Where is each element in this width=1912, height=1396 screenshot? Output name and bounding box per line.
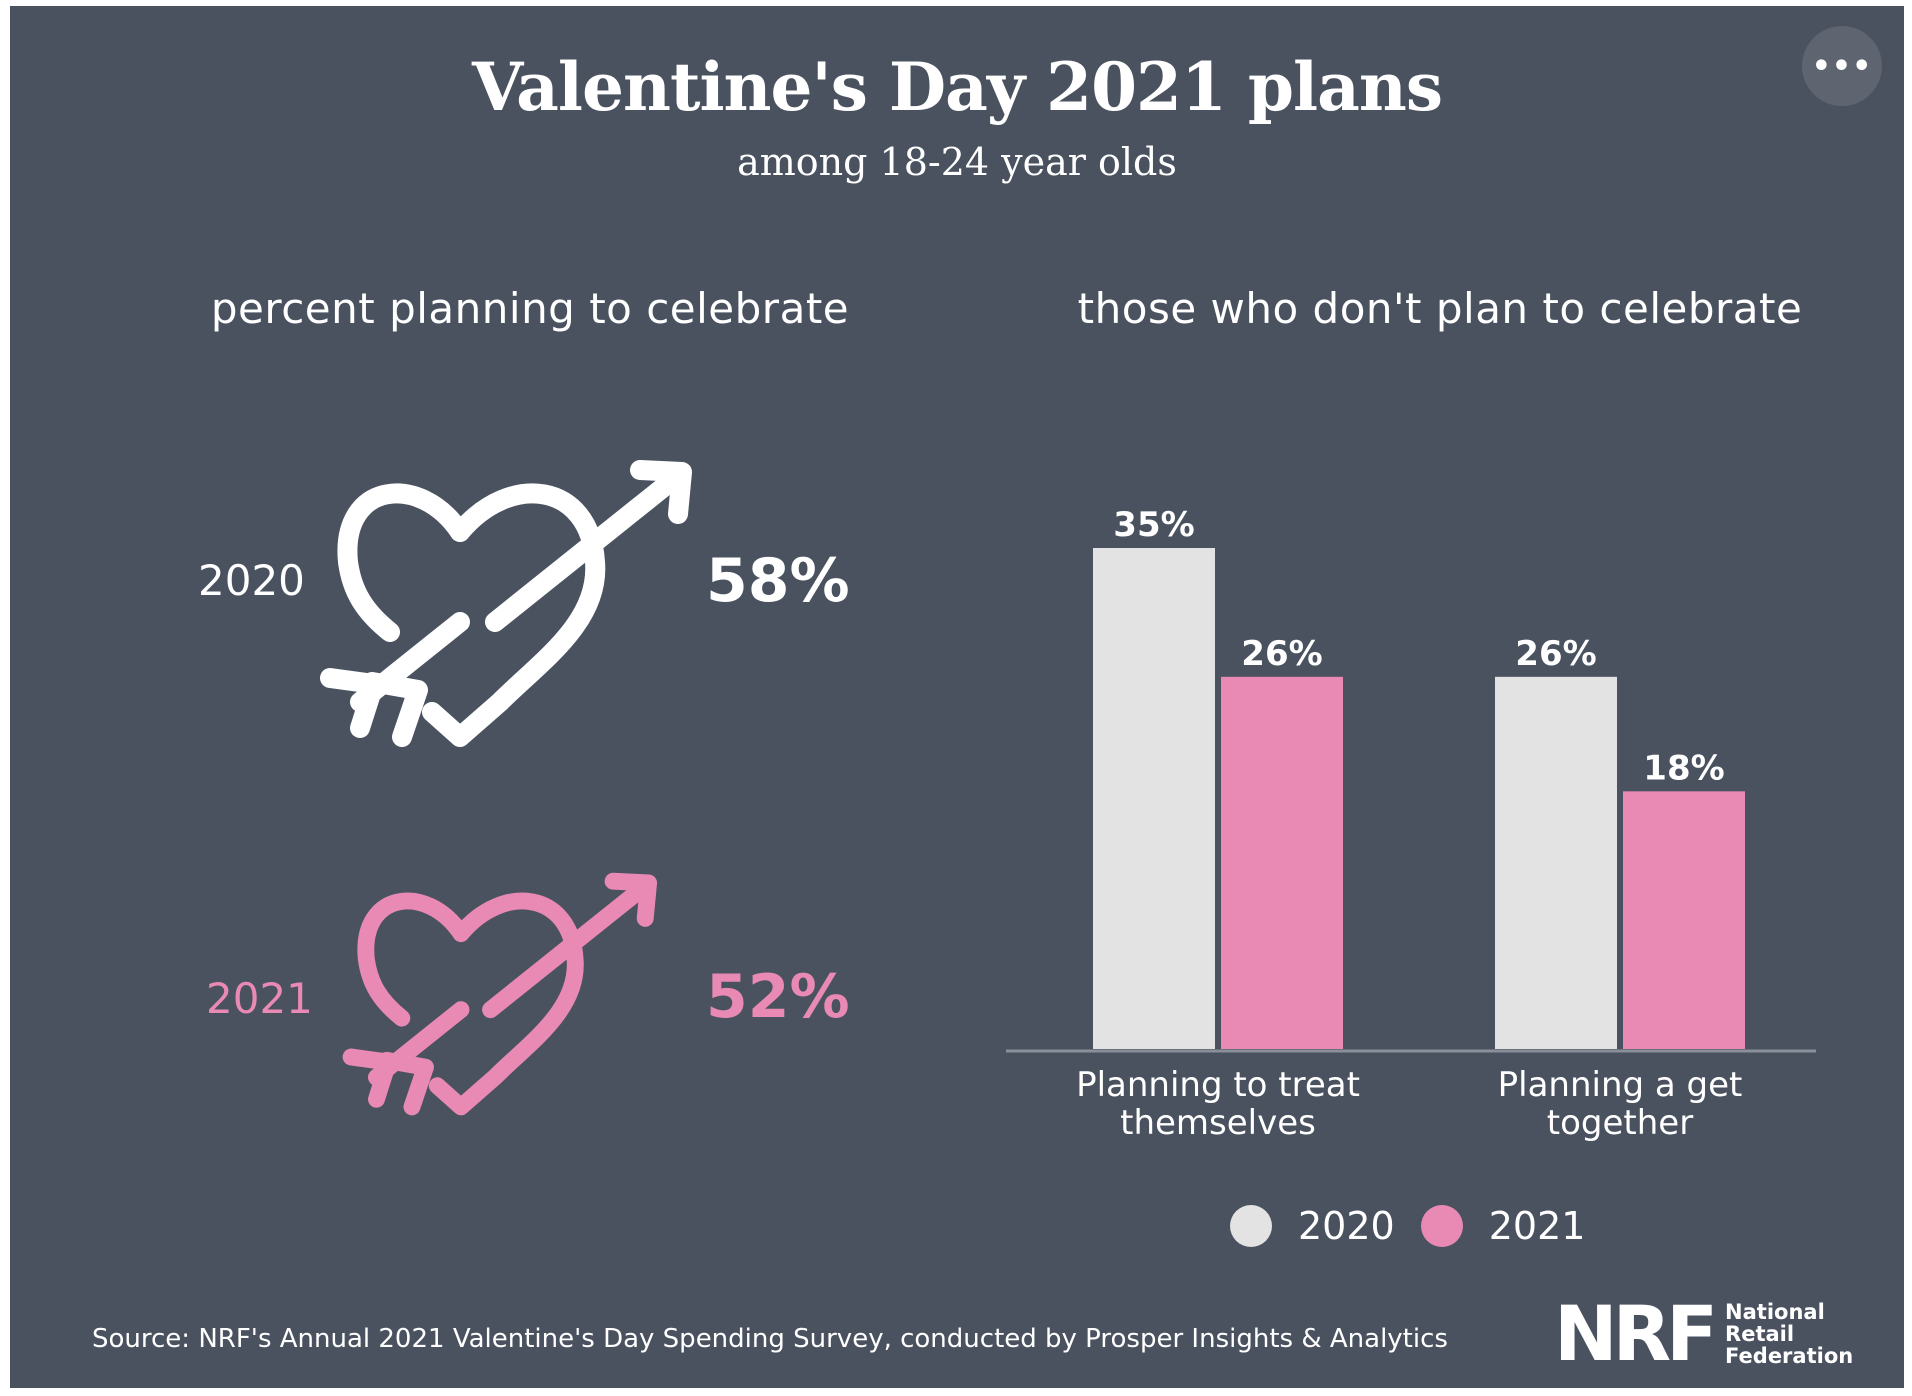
data-label-2021-0: 26% <box>1241 634 1322 674</box>
right-section-heading: those who don't plan to celebrate <box>1077 284 1803 333</box>
data-label-2020-0: 35% <box>1113 505 1194 545</box>
source-note: Source: NRF's Annual 2021 Valentine's Da… <box>92 1324 1448 1354</box>
more-options-button[interactable]: ••• <box>1802 26 1882 106</box>
bar-2020-1 <box>1495 676 1617 1049</box>
legend-label-2020: 2020 <box>1298 1204 1395 1248</box>
category-label-1-line-1: together <box>1547 1103 1693 1143</box>
bar-2020-0 <box>1093 548 1215 1049</box>
logo-line-3: Federation <box>1725 1344 1854 1368</box>
page-subtitle: among 18-24 year olds <box>737 140 1177 184</box>
year-2020-label: 2020 <box>198 556 305 605</box>
chart-legend: 2020 2021 <box>1230 1204 1611 1248</box>
logo-mark: NRF <box>1554 1289 1718 1378</box>
legend-swatch-2021 <box>1420 1205 1463 1247</box>
left-section-heading: percent planning to celebrate <box>210 284 850 333</box>
logo-text: National Retail Federation <box>1725 1301 1853 1367</box>
legend-item-2021: 2021 <box>1420 1204 1586 1248</box>
logo-line-2: Retail <box>1725 1322 1795 1346</box>
category-label-0-line-1: themselves <box>1120 1103 1316 1143</box>
heart-arrow-icon-2020 <box>320 460 692 747</box>
category-label-0-line-0: Planning to treat <box>1076 1065 1360 1105</box>
page-title: Valentine's Day 2021 plans <box>472 48 1443 126</box>
category-label-1-line-0: Planning a get <box>1498 1065 1743 1105</box>
legend-swatch-2020 <box>1230 1205 1272 1247</box>
data-label-2021-1: 18% <box>1643 748 1724 788</box>
legend-label-2021: 2021 <box>1488 1204 1586 1248</box>
legend-item-2020: 2020 <box>1230 1204 1395 1248</box>
year-2021-label: 2021 <box>206 974 313 1023</box>
infographic-card: Valentine's Day 2021 plans among 18-24 y… <box>10 6 1904 1388</box>
nrf-logo: NRF National Retail Federation <box>1554 1296 1853 1372</box>
logo-line-1: National <box>1725 1300 1825 1324</box>
percent-2020: 58% <box>706 546 850 616</box>
heart-arrow-icon-2021 <box>342 872 658 1116</box>
data-label-2020-1: 26% <box>1515 634 1596 674</box>
percent-2021: 52% <box>706 962 850 1032</box>
bar-2021-0 <box>1221 676 1343 1049</box>
bar-2021-1 <box>1623 791 1745 1049</box>
